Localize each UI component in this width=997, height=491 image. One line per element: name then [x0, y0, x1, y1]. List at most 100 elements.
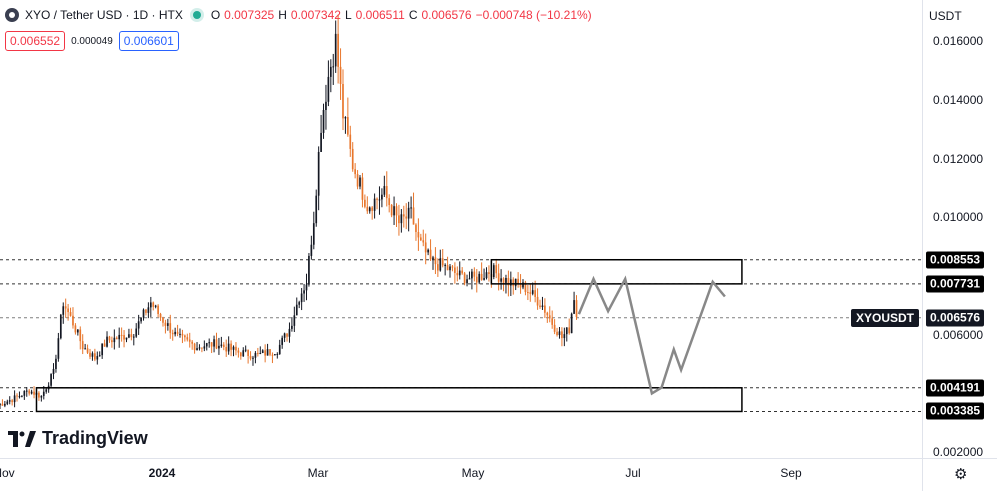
candle-down	[346, 117, 349, 135]
candle-down	[424, 242, 427, 253]
candle-up	[218, 345, 220, 349]
candle-down	[164, 322, 167, 326]
candle-down	[437, 264, 439, 271]
candle-up	[42, 391, 45, 396]
candle-down	[235, 346, 237, 351]
candle-down	[111, 340, 113, 343]
candle-up	[344, 117, 347, 119]
candle-up	[458, 270, 461, 276]
candle-up	[274, 354, 276, 356]
ohlc-close-label: C	[408, 8, 418, 22]
candle-up	[320, 132, 322, 152]
price-label: 0.006576	[926, 309, 985, 327]
candle-down	[529, 292, 532, 294]
candle-down	[339, 66, 342, 85]
candle-down	[361, 177, 364, 200]
candle-down	[502, 278, 505, 283]
candle-down	[1, 403, 4, 406]
candle-up	[295, 304, 298, 316]
time-axis[interactable]: Nov 2024 Mar May Jul Sep	[0, 458, 922, 491]
candle-up	[317, 151, 320, 196]
candle-down	[488, 272, 490, 275]
candle-up	[96, 356, 99, 360]
candle-up	[563, 334, 566, 339]
candle-down	[475, 276, 478, 283]
candle-down	[366, 206, 369, 212]
candle-down	[72, 315, 74, 326]
candle-up	[21, 395, 23, 397]
candle-up	[232, 346, 235, 350]
tradingview-logo[interactable]: TradingView	[8, 428, 148, 449]
buy-price-button[interactable]: 0.006601	[118, 31, 179, 51]
candle-up	[6, 401, 9, 404]
candle-down	[415, 224, 417, 232]
sell-price-button[interactable]: 0.006552	[5, 31, 66, 51]
candle-down	[237, 350, 240, 353]
candle-down	[451, 266, 454, 268]
chart-canvas[interactable]	[0, 0, 922, 458]
candle-up	[466, 279, 468, 284]
candle-up	[485, 272, 488, 279]
candle-down	[517, 278, 519, 284]
candle-up	[59, 314, 62, 339]
candle-down	[193, 343, 196, 351]
candle-up	[407, 207, 410, 219]
candle-down	[222, 344, 225, 348]
candle-down	[497, 273, 500, 282]
candle-down	[286, 333, 288, 337]
candle-down	[215, 339, 218, 349]
candle-up	[288, 328, 291, 337]
candle-down	[201, 347, 203, 349]
candle-down	[524, 282, 527, 293]
candle-down	[123, 335, 125, 340]
price-tick-label: 0.012000	[933, 151, 984, 166]
market-status-icon[interactable]	[192, 11, 201, 19]
candle-down	[33, 391, 35, 395]
symbol-title[interactable]: XYO / Tether USD · 1D · HTX	[25, 8, 183, 22]
candle-down	[230, 343, 232, 350]
candle-down	[79, 329, 82, 342]
price-tick-label: 0.010000	[933, 210, 984, 225]
candle-up	[261, 350, 264, 354]
candle-down	[512, 279, 515, 287]
candle-up	[0, 403, 1, 406]
candle-up	[142, 309, 145, 318]
candle-up	[259, 353, 262, 355]
tradingview-logo-text: TradingView	[42, 428, 148, 448]
price-axis[interactable]: USDT 0.016000 0.014000 0.012000 0.010000 0.0…	[922, 0, 997, 460]
candle-up	[242, 350, 245, 357]
candle-up	[101, 343, 104, 356]
candle-down	[507, 277, 510, 286]
spread-value: 0.000049	[71, 35, 113, 47]
currency-label[interactable]: USDT	[929, 9, 962, 23]
candle-up	[132, 336, 135, 338]
candle-up	[91, 353, 94, 357]
candle-down	[473, 271, 476, 277]
candle-up	[383, 186, 386, 195]
axis-corner: ⚙	[922, 458, 997, 491]
gear-icon[interactable]: ⚙	[954, 466, 968, 483]
time-tick-label: May	[461, 466, 485, 480]
candle-down	[38, 392, 40, 398]
candle-up	[505, 277, 507, 283]
candle-up	[154, 305, 157, 307]
candle-up	[196, 348, 198, 351]
candle-up	[45, 389, 48, 392]
candle-down	[157, 305, 159, 314]
candle-down	[417, 231, 420, 238]
candle-down	[534, 290, 537, 297]
candle-up	[213, 339, 215, 347]
price-tick-label: 0.002000	[933, 445, 984, 460]
candle-up	[373, 198, 376, 211]
candle-down	[247, 349, 249, 356]
candle-down	[349, 134, 352, 149]
candle-up	[125, 337, 128, 340]
candle-up	[305, 284, 308, 291]
tradingview-logo-icon	[8, 430, 36, 447]
candle-up	[439, 258, 442, 271]
candle-down	[390, 205, 393, 216]
candle-up	[113, 337, 116, 343]
candle-up	[327, 76, 330, 102]
